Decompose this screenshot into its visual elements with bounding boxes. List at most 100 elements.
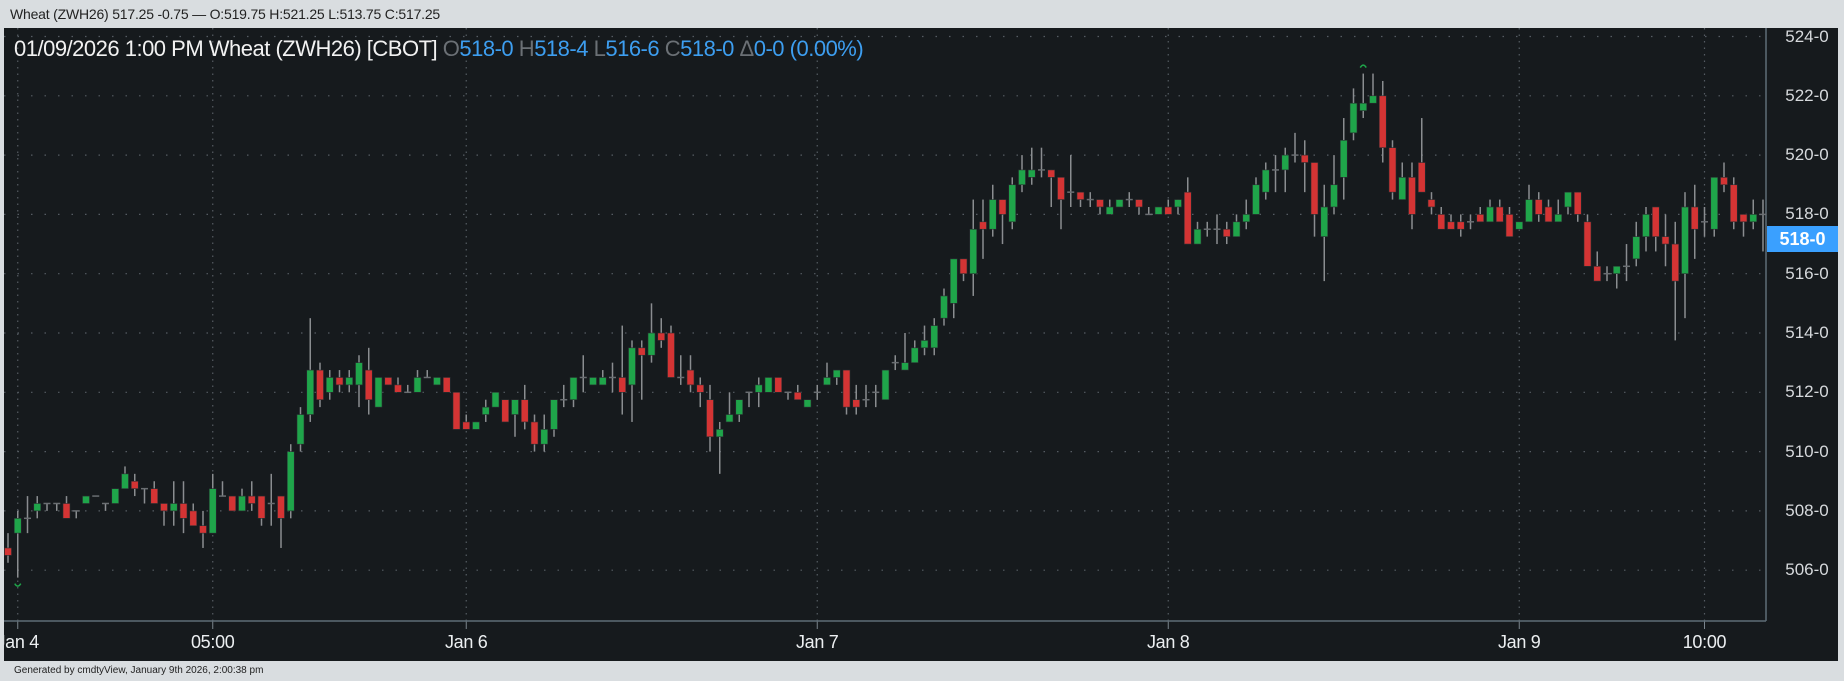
candle-up [1398,177,1407,200]
candle-up [111,488,120,504]
candle-down [657,332,666,341]
candle-up [481,406,490,415]
candle-up [725,414,734,423]
candle-up [832,369,841,378]
candle-up [1642,214,1650,237]
candle-down [1505,214,1514,237]
price-tick-label: 516-0 [1785,263,1829,283]
candle-up [1525,199,1533,223]
candle-down [62,503,71,519]
candle-down [793,391,802,401]
candle-up [1281,154,1290,171]
candle-up [910,347,919,363]
candle-down [1456,221,1465,230]
candle-up [13,518,22,534]
candle-down [179,503,188,519]
candle-up [1612,265,1621,275]
candle-up [1027,169,1036,178]
candlestick-chart[interactable] [4,28,1838,661]
candle-down [228,495,237,512]
time-tick-label: Jan 7 [795,632,839,652]
candle-down [1047,169,1056,178]
candle-up [345,377,354,386]
candle-up [208,488,217,534]
candle-up [1154,206,1163,215]
candle-down [774,377,783,393]
last-price-badge: 518-0 [1767,226,1838,253]
candle-down [1408,177,1416,215]
candle-down [247,495,256,504]
candle-up [413,377,422,393]
candle-down [1076,191,1085,200]
candle-down [618,377,627,393]
candle-up [1193,228,1202,245]
candle-up [491,391,500,408]
price-tick-label: 520-0 [1785,145,1829,165]
candle-up [628,347,636,386]
candle-down [1729,184,1738,223]
candle-down [384,377,393,386]
candle-down [842,369,851,408]
open-value: 518-0 [459,36,514,61]
footer-generated-text: Generated by cmdtyView, January 9th 2026… [14,665,264,676]
session-low-marker [14,583,22,587]
candle-up [803,399,812,408]
candle-up [355,362,363,386]
candle-down [1651,206,1660,237]
chart-panel[interactable]: 01/09/2026 1:00 PM Wheat (ZWH26) [CBOT] … [4,28,1838,661]
candle-up [511,399,519,415]
price-tick-label: 514-0 [1785,323,1829,342]
candle-down [1690,206,1699,230]
candle-down [667,332,675,378]
candle-up [306,369,315,415]
candle-down [686,369,695,386]
candle-up [433,377,441,386]
candle-up [949,258,958,304]
symbol-label: Wheat (ZWH26) [CBOT] [208,36,438,61]
candle-down [1495,206,1504,223]
change-value: 0-0 (0.00%) [753,36,864,61]
candle-down [1164,206,1173,215]
candle-down [1417,162,1426,193]
candle-up [1232,221,1241,237]
candle-up [1349,102,1358,134]
candle-up [1174,199,1182,208]
time-tick-label: 05:00 [190,632,235,652]
candle-down [364,369,373,401]
candle-up [598,377,607,386]
candle-down [1427,199,1436,208]
candle-down [501,399,510,423]
candle-down [257,495,266,519]
close-label: C [664,36,681,61]
candle-up [238,495,246,512]
candle-down [1378,95,1387,148]
candle-down [1437,214,1446,230]
candle-up [1681,206,1689,275]
candle-up [930,325,939,349]
change-label: Δ [739,36,755,61]
candle-up [1486,206,1494,223]
candle-down [1183,191,1192,245]
price-tick-label: 512-0 [1785,382,1829,402]
candle-up [374,377,383,408]
candle-up [1261,169,1270,193]
candle-down [199,525,207,534]
candle-down [1534,199,1543,215]
candle-up [1252,184,1260,215]
window-title-bar: Wheat (ZWH26) 517.25 -0.75 — O:519.75 H:… [0,0,1844,28]
candle-up [1359,102,1368,111]
candle-down [189,510,198,527]
candle-up [901,362,909,371]
candle-up [988,199,997,230]
candle-up [1515,221,1524,230]
price-tick-label: 508-0 [1785,500,1829,520]
candle-up [540,429,549,445]
window-title: Wheat (ZWH26) 517.25 -0.75 — O:519.75 H:… [10,6,441,22]
candle-down [442,377,451,393]
candle-down [530,421,539,445]
candle-down [706,399,714,438]
candle-up [1710,177,1719,230]
candle-up [920,340,929,349]
chart-header: 01/09/2026 1:00 PM Wheat (ZWH26) [CBOT] … [14,36,864,62]
candle-down [979,221,987,230]
